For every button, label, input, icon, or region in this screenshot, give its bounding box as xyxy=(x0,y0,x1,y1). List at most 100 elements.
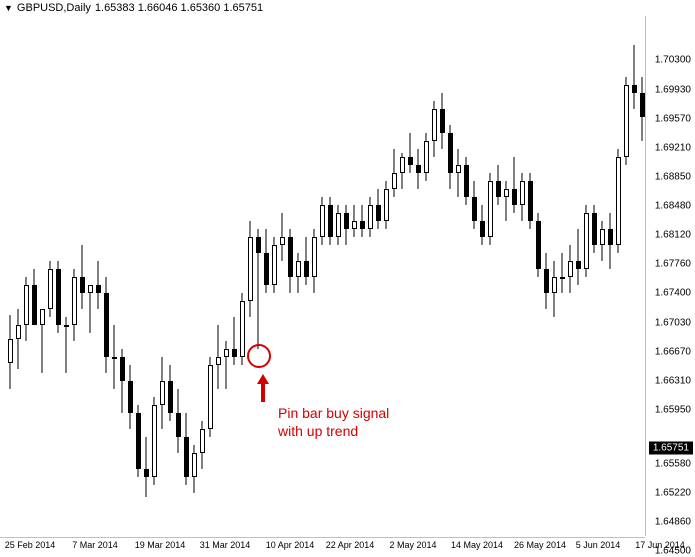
y-tick-label: 1.68480 xyxy=(655,201,691,212)
candle xyxy=(176,16,181,536)
candle xyxy=(608,16,613,536)
candle xyxy=(136,16,141,536)
candle xyxy=(376,16,381,536)
y-tick-label: 1.67760 xyxy=(655,259,691,270)
y-tick-label: 1.67400 xyxy=(655,288,691,299)
y-tick-label: 1.68850 xyxy=(655,172,691,183)
chart-container: ▼ GBPUSD,Daily 1.65383 1.66046 1.65360 1… xyxy=(0,0,695,557)
candle xyxy=(144,16,149,536)
y-tick-label: 1.69210 xyxy=(655,143,691,154)
candle xyxy=(488,16,493,536)
candle xyxy=(80,16,85,536)
candle xyxy=(8,16,13,536)
candle xyxy=(432,16,437,536)
candle xyxy=(296,16,301,536)
candle xyxy=(240,16,245,536)
candle xyxy=(48,16,53,536)
candle xyxy=(40,16,45,536)
x-tick-label: 10 Apr 2014 xyxy=(266,540,315,550)
candle xyxy=(456,16,461,536)
candle xyxy=(344,16,349,536)
candle xyxy=(96,16,101,536)
candle xyxy=(592,16,597,536)
candle xyxy=(152,16,157,536)
y-axis: 1.703001.699301.695701.692101.688501.684… xyxy=(645,16,695,536)
y-tick-label: 1.69570 xyxy=(655,114,691,125)
candle xyxy=(544,16,549,536)
candle xyxy=(472,16,477,536)
candle xyxy=(384,16,389,536)
candle xyxy=(560,16,565,536)
candle xyxy=(120,16,125,536)
candle xyxy=(88,16,93,536)
candle xyxy=(632,16,637,536)
candle xyxy=(72,16,77,536)
candle xyxy=(424,16,429,536)
candle xyxy=(512,16,517,536)
x-tick-label: 7 Mar 2014 xyxy=(72,540,118,550)
candle xyxy=(448,16,453,536)
x-tick-label: 14 May 2014 xyxy=(451,540,503,550)
candle xyxy=(360,16,365,536)
candle xyxy=(192,16,197,536)
x-tick-label: 25 Feb 2014 xyxy=(5,540,56,550)
candle xyxy=(184,16,189,536)
annotation-line2: with up trend xyxy=(278,422,389,440)
candle xyxy=(248,16,253,536)
y-tick-label: 1.66310 xyxy=(655,376,691,387)
y-tick-label: 1.64860 xyxy=(655,517,691,528)
candle xyxy=(56,16,61,536)
candle xyxy=(584,16,589,536)
candle xyxy=(400,16,405,536)
x-tick-label: 22 Apr 2014 xyxy=(326,540,375,550)
y-tick-label: 1.65950 xyxy=(655,405,691,416)
candle xyxy=(128,16,133,536)
candle xyxy=(104,16,109,536)
candle xyxy=(480,16,485,536)
candle xyxy=(352,16,357,536)
ohlc-label: 1.65383 1.66046 1.65360 1.65751 xyxy=(95,2,263,14)
dropdown-arrow-icon[interactable]: ▼ xyxy=(4,3,13,13)
candle xyxy=(280,16,285,536)
x-tick-label: 26 May 2014 xyxy=(514,540,566,550)
candle xyxy=(328,16,333,536)
candle xyxy=(312,16,317,536)
x-tick-label: 31 Mar 2014 xyxy=(200,540,251,550)
candle xyxy=(368,16,373,536)
x-tick-label: 2 May 2014 xyxy=(389,540,436,550)
candle xyxy=(464,16,469,536)
candle xyxy=(264,16,269,536)
candle xyxy=(408,16,413,536)
candle xyxy=(624,16,629,536)
candle xyxy=(552,16,557,536)
candle xyxy=(616,16,621,536)
candle xyxy=(336,16,341,536)
candle xyxy=(216,16,221,536)
candle xyxy=(160,16,165,536)
chart-title: ▼ GBPUSD,Daily 1.65383 1.66046 1.65360 1… xyxy=(4,2,263,14)
candle xyxy=(392,16,397,536)
symbol-label: GBPUSD,Daily xyxy=(17,2,91,14)
candle xyxy=(536,16,541,536)
candle xyxy=(256,16,261,536)
y-tick-label: 1.68120 xyxy=(655,230,691,241)
y-tick-label: 1.69930 xyxy=(655,85,691,96)
candle xyxy=(576,16,581,536)
candle xyxy=(272,16,277,536)
plot-area[interactable] xyxy=(0,16,645,536)
candle xyxy=(288,16,293,536)
annotation-circle xyxy=(247,344,271,368)
candle xyxy=(416,16,421,536)
candle xyxy=(496,16,501,536)
y-tick-label: 1.65580 xyxy=(655,459,691,470)
candle xyxy=(600,16,605,536)
x-tick-label: 17 Jun 2014 xyxy=(635,540,685,550)
candle xyxy=(112,16,117,536)
y-tick-label: 1.66670 xyxy=(655,347,691,358)
candle xyxy=(640,16,645,536)
annotation-text: Pin bar buy signal with up trend xyxy=(278,404,389,440)
current-price-box: 1.65751 xyxy=(649,442,693,455)
candle xyxy=(504,16,509,536)
annotation-line1: Pin bar buy signal xyxy=(278,404,389,422)
y-tick-label: 1.67030 xyxy=(655,318,691,329)
